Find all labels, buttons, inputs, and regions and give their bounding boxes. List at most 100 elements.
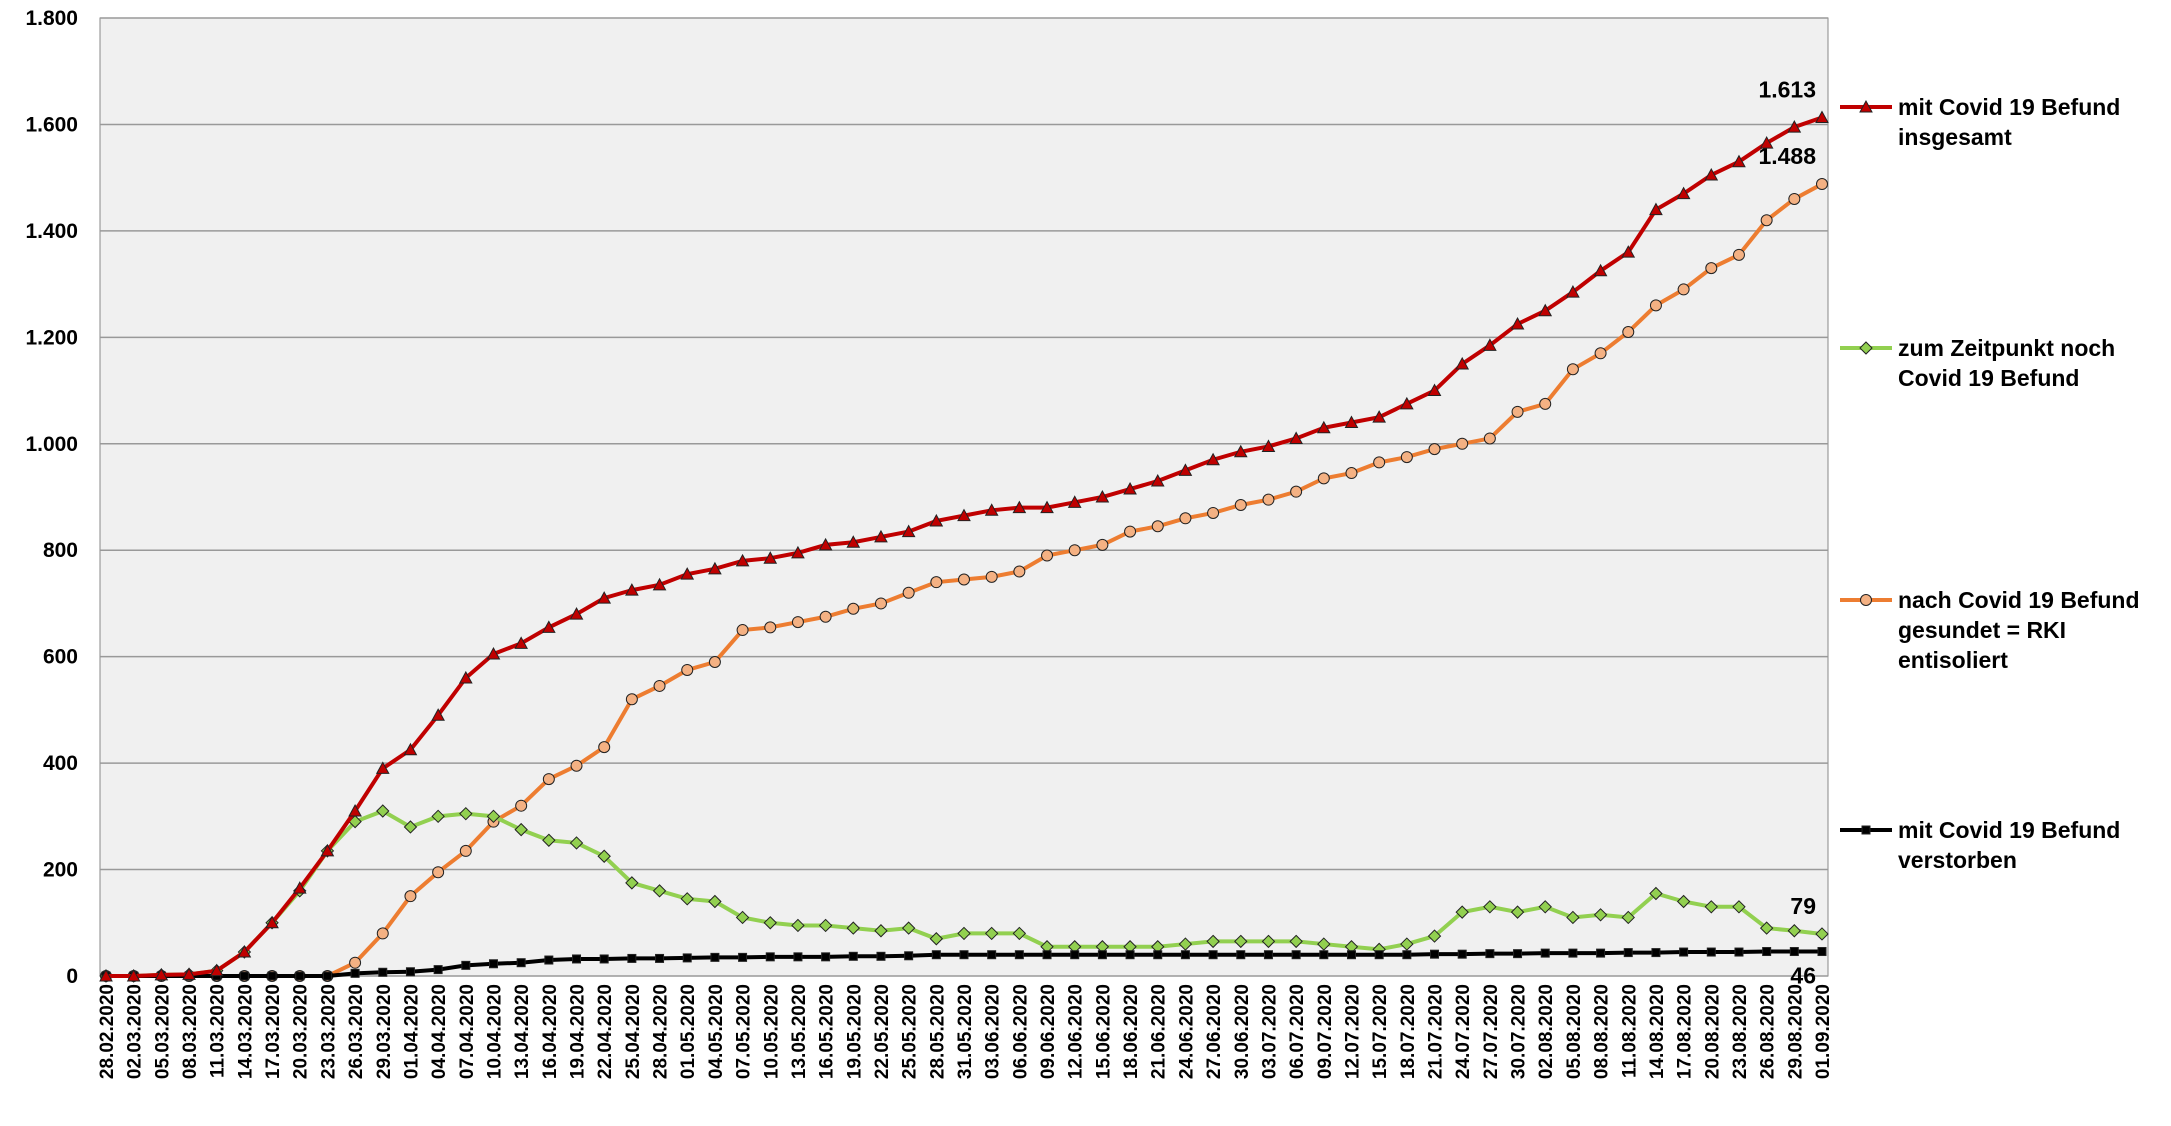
x-tick-label: 10.05.2020 bbox=[761, 984, 782, 1079]
point bbox=[1568, 948, 1578, 958]
x-tick-label: 21.07.2020 bbox=[1426, 984, 1447, 1079]
x-tick-label: 04.05.2020 bbox=[706, 984, 727, 1079]
point bbox=[791, 918, 805, 933]
point bbox=[461, 960, 471, 970]
point bbox=[1125, 950, 1135, 960]
x-tick-label: 22.05.2020 bbox=[872, 984, 893, 1079]
point bbox=[1538, 900, 1552, 914]
point bbox=[1345, 467, 1358, 480]
point bbox=[1399, 396, 1414, 410]
point bbox=[1621, 245, 1636, 258]
point bbox=[265, 915, 279, 929]
x-tick-label: 15.07.2020 bbox=[1370, 984, 1391, 1079]
point bbox=[488, 959, 498, 969]
point bbox=[375, 761, 390, 774]
point bbox=[627, 953, 637, 963]
x-tick-label: 27.06.2020 bbox=[1204, 984, 1225, 1079]
point bbox=[1151, 520, 1164, 533]
point bbox=[1483, 900, 1497, 914]
point bbox=[1457, 949, 1467, 959]
point bbox=[99, 968, 113, 982]
x-tick-label: 24.07.2020 bbox=[1453, 984, 1474, 1079]
point bbox=[1815, 927, 1829, 941]
point bbox=[1123, 481, 1137, 495]
point bbox=[1012, 926, 1027, 941]
point bbox=[237, 945, 252, 958]
point bbox=[738, 952, 748, 962]
point bbox=[1234, 934, 1248, 949]
point bbox=[1760, 214, 1773, 227]
point bbox=[1291, 950, 1301, 960]
point bbox=[1510, 316, 1525, 330]
point bbox=[1651, 948, 1661, 958]
point bbox=[763, 916, 777, 930]
point bbox=[818, 537, 833, 551]
legend-marker bbox=[1861, 825, 1871, 835]
x-tick-label: 12.06.2020 bbox=[1066, 984, 1087, 1079]
point bbox=[431, 809, 445, 824]
point bbox=[818, 918, 833, 933]
x-tick-label: 06.07.2020 bbox=[1287, 984, 1308, 1079]
point bbox=[793, 952, 803, 962]
x-tick-label: 01.05.2020 bbox=[678, 984, 699, 1079]
x-tick-label: 28.04.2020 bbox=[651, 984, 672, 1079]
point bbox=[1704, 900, 1718, 914]
point bbox=[1178, 937, 1193, 951]
point bbox=[1346, 950, 1356, 960]
point bbox=[930, 576, 943, 589]
point bbox=[1734, 947, 1744, 957]
point bbox=[295, 971, 305, 981]
x-tick-label: 29.03.2020 bbox=[374, 984, 395, 1079]
point bbox=[1013, 565, 1026, 578]
point bbox=[320, 843, 335, 857]
point bbox=[791, 545, 805, 559]
x-tick-label: 14.03.2020 bbox=[235, 984, 256, 1079]
legend-label: zum Zeitpunkt noch Covid 19 Befund bbox=[1898, 335, 2116, 391]
point bbox=[1067, 495, 1082, 508]
point bbox=[1706, 947, 1716, 957]
point bbox=[1456, 437, 1469, 450]
point bbox=[846, 535, 861, 548]
point bbox=[1428, 443, 1441, 456]
x-tick-label: 03.07.2020 bbox=[1259, 984, 1280, 1079]
point bbox=[570, 759, 583, 772]
point bbox=[959, 950, 969, 960]
y-tick-label: 600 bbox=[43, 646, 78, 669]
legend-label: mit Covid 19 Befund verstorben bbox=[1898, 817, 2121, 873]
y-tick-label: 1.200 bbox=[25, 326, 78, 349]
x-tick-label: 28.02.2020 bbox=[97, 984, 118, 1079]
point bbox=[681, 663, 694, 676]
point bbox=[209, 963, 224, 977]
y-tick-label: 1.600 bbox=[25, 113, 78, 136]
point bbox=[1622, 326, 1635, 339]
point bbox=[1317, 937, 1331, 951]
point bbox=[1513, 949, 1523, 959]
x-tick-label: 14.08.2020 bbox=[1647, 984, 1668, 1079]
point bbox=[958, 573, 970, 586]
point bbox=[322, 971, 332, 981]
point bbox=[985, 570, 998, 583]
point bbox=[1261, 439, 1276, 452]
point bbox=[267, 971, 277, 981]
x-tick-label: 21.06.2020 bbox=[1149, 984, 1170, 1079]
point bbox=[929, 513, 944, 527]
point bbox=[597, 591, 612, 604]
x-tick-label: 26.03.2020 bbox=[346, 984, 367, 1079]
point bbox=[1317, 472, 1330, 485]
point bbox=[1430, 949, 1440, 959]
point bbox=[1263, 950, 1273, 960]
point bbox=[376, 927, 389, 940]
x-tick-label: 01.09.2020 bbox=[1813, 984, 1834, 1079]
point bbox=[1566, 363, 1579, 376]
point bbox=[1816, 178, 1828, 191]
point bbox=[459, 806, 473, 821]
point bbox=[378, 967, 388, 977]
x-tick-label: 15.06.2020 bbox=[1093, 984, 1114, 1079]
point bbox=[1070, 950, 1080, 960]
point bbox=[1316, 420, 1331, 434]
x-tick-label: 26.08.2020 bbox=[1758, 984, 1779, 1079]
point bbox=[1206, 934, 1220, 949]
point bbox=[652, 577, 667, 591]
point bbox=[931, 950, 941, 960]
point bbox=[542, 833, 556, 847]
